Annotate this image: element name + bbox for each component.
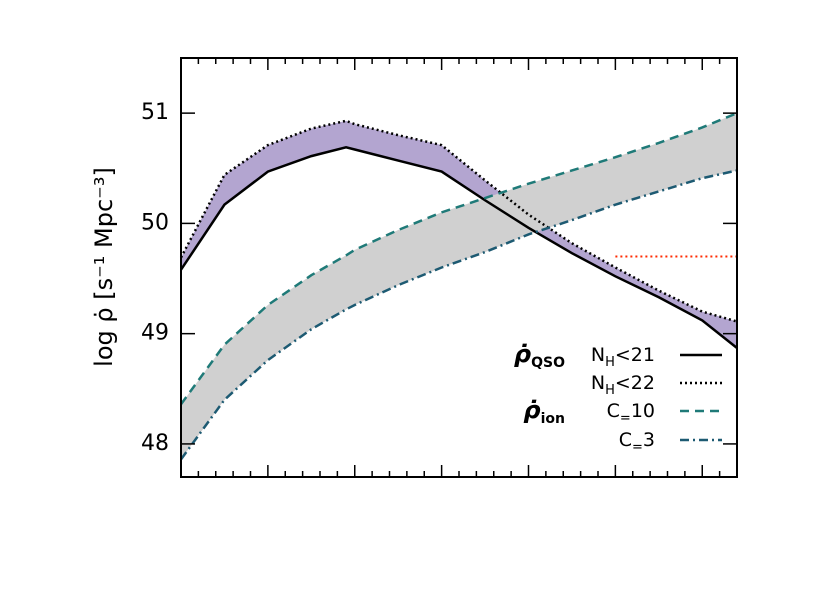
legend-label: NH<22 <box>591 372 655 399</box>
band-fill <box>181 120 737 348</box>
legend-group-label: ρ̇ion <box>523 396 565 427</box>
series-line <box>179 169 738 461</box>
legend-label-part: <22 <box>615 372 655 394</box>
series-line <box>179 146 738 349</box>
legend-label-part: N <box>591 344 605 366</box>
legend-group-part: QSO <box>531 355 565 371</box>
y-tick-label: 50 <box>141 210 169 235</box>
legend-label-part: H <box>605 383 615 398</box>
series-line <box>179 119 738 323</box>
y-tick-label: 49 <box>141 321 169 346</box>
legend-group-part: ρ̇ <box>514 340 531 368</box>
legend-group-part: ρ̇ <box>523 396 540 424</box>
legend-label-part: H <box>605 355 615 370</box>
band-fill <box>181 113 737 460</box>
legend-label: C=10 <box>607 400 655 427</box>
legend-label-part: = <box>620 411 631 426</box>
legend-label: C=3 <box>619 429 655 456</box>
legend-label-part: 10 <box>631 400 655 422</box>
legend-label-part: N <box>591 372 605 394</box>
series-line <box>179 111 738 405</box>
legend-label-part: = <box>632 440 643 455</box>
legend-label-part: C <box>607 400 620 422</box>
y-tick-label: 48 <box>141 431 169 456</box>
legend-group-part: ion <box>541 411 565 427</box>
y-axis-label: log ρ̇ [s⁻¹ Mpc⁻³] <box>90 167 118 367</box>
legend-label-part: 3 <box>643 429 655 451</box>
y-tick-label: 51 <box>141 100 169 125</box>
legend-group-label: ρ̇QSO <box>514 340 565 371</box>
legend-label-part: <21 <box>615 344 655 366</box>
legend-label: NH<21 <box>591 344 655 371</box>
legend-label-part: C <box>619 429 632 451</box>
